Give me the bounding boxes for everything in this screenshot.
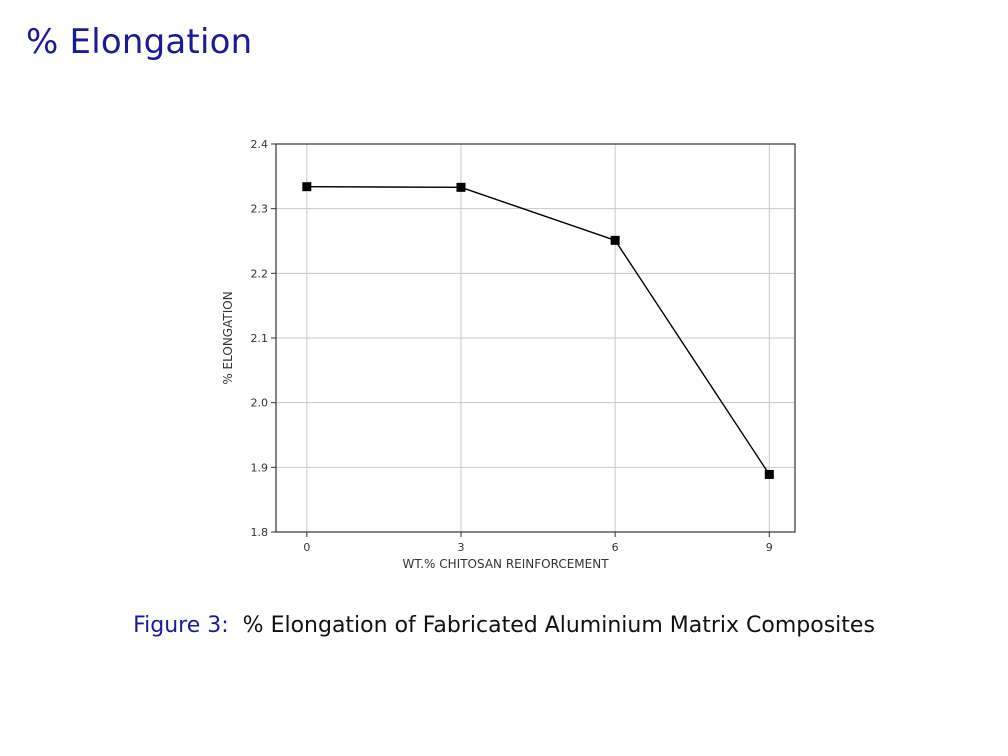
y-tick-label: 2.4 <box>251 138 269 151</box>
axis-ticks: 0 3 6 9 1.8 1.9 2.0 2.1 2.2 2.3 2.4 <box>251 138 773 554</box>
series-line <box>306 185 770 475</box>
y-tick-label: 2.3 <box>251 203 269 216</box>
grid-lines <box>276 143 795 533</box>
x-tick-label: 6 <box>612 541 619 554</box>
data-point-marker <box>764 469 774 479</box>
y-tick-label: 2.0 <box>251 397 269 410</box>
x-tick-label: 3 <box>457 541 464 554</box>
y-tick-label: 2.1 <box>251 332 269 345</box>
y-tick-label: 1.8 <box>251 526 269 539</box>
figure-caption-text: % Elongation of Fabricated Aluminium Mat… <box>242 613 875 638</box>
figure-label: Figure 3: <box>133 613 229 638</box>
y-axis-label: % ELONGATION <box>221 291 235 384</box>
elongation-chart: 0 3 6 9 1.8 1.9 2.0 2.1 2.2 2.3 2.4 WT.% CHITOSAN … <box>221 138 796 571</box>
y-tick-label: 2.2 <box>251 267 269 280</box>
data-point-marker <box>302 182 312 192</box>
x-tick-label: 9 <box>766 541 773 554</box>
slide-title: % Elongation <box>26 22 253 62</box>
data-point-marker <box>456 182 466 192</box>
figure-caption: Figure 3: % Elongation of Fabricated Alum… <box>0 613 1008 638</box>
y-tick-label: 1.9 <box>251 461 269 474</box>
series-line-group <box>302 182 774 479</box>
data-point-marker <box>610 235 620 245</box>
x-axis-label: WT.% CHITOSAN REINFORCEMENT <box>402 557 609 571</box>
x-tick-label: 0 <box>303 541 310 554</box>
